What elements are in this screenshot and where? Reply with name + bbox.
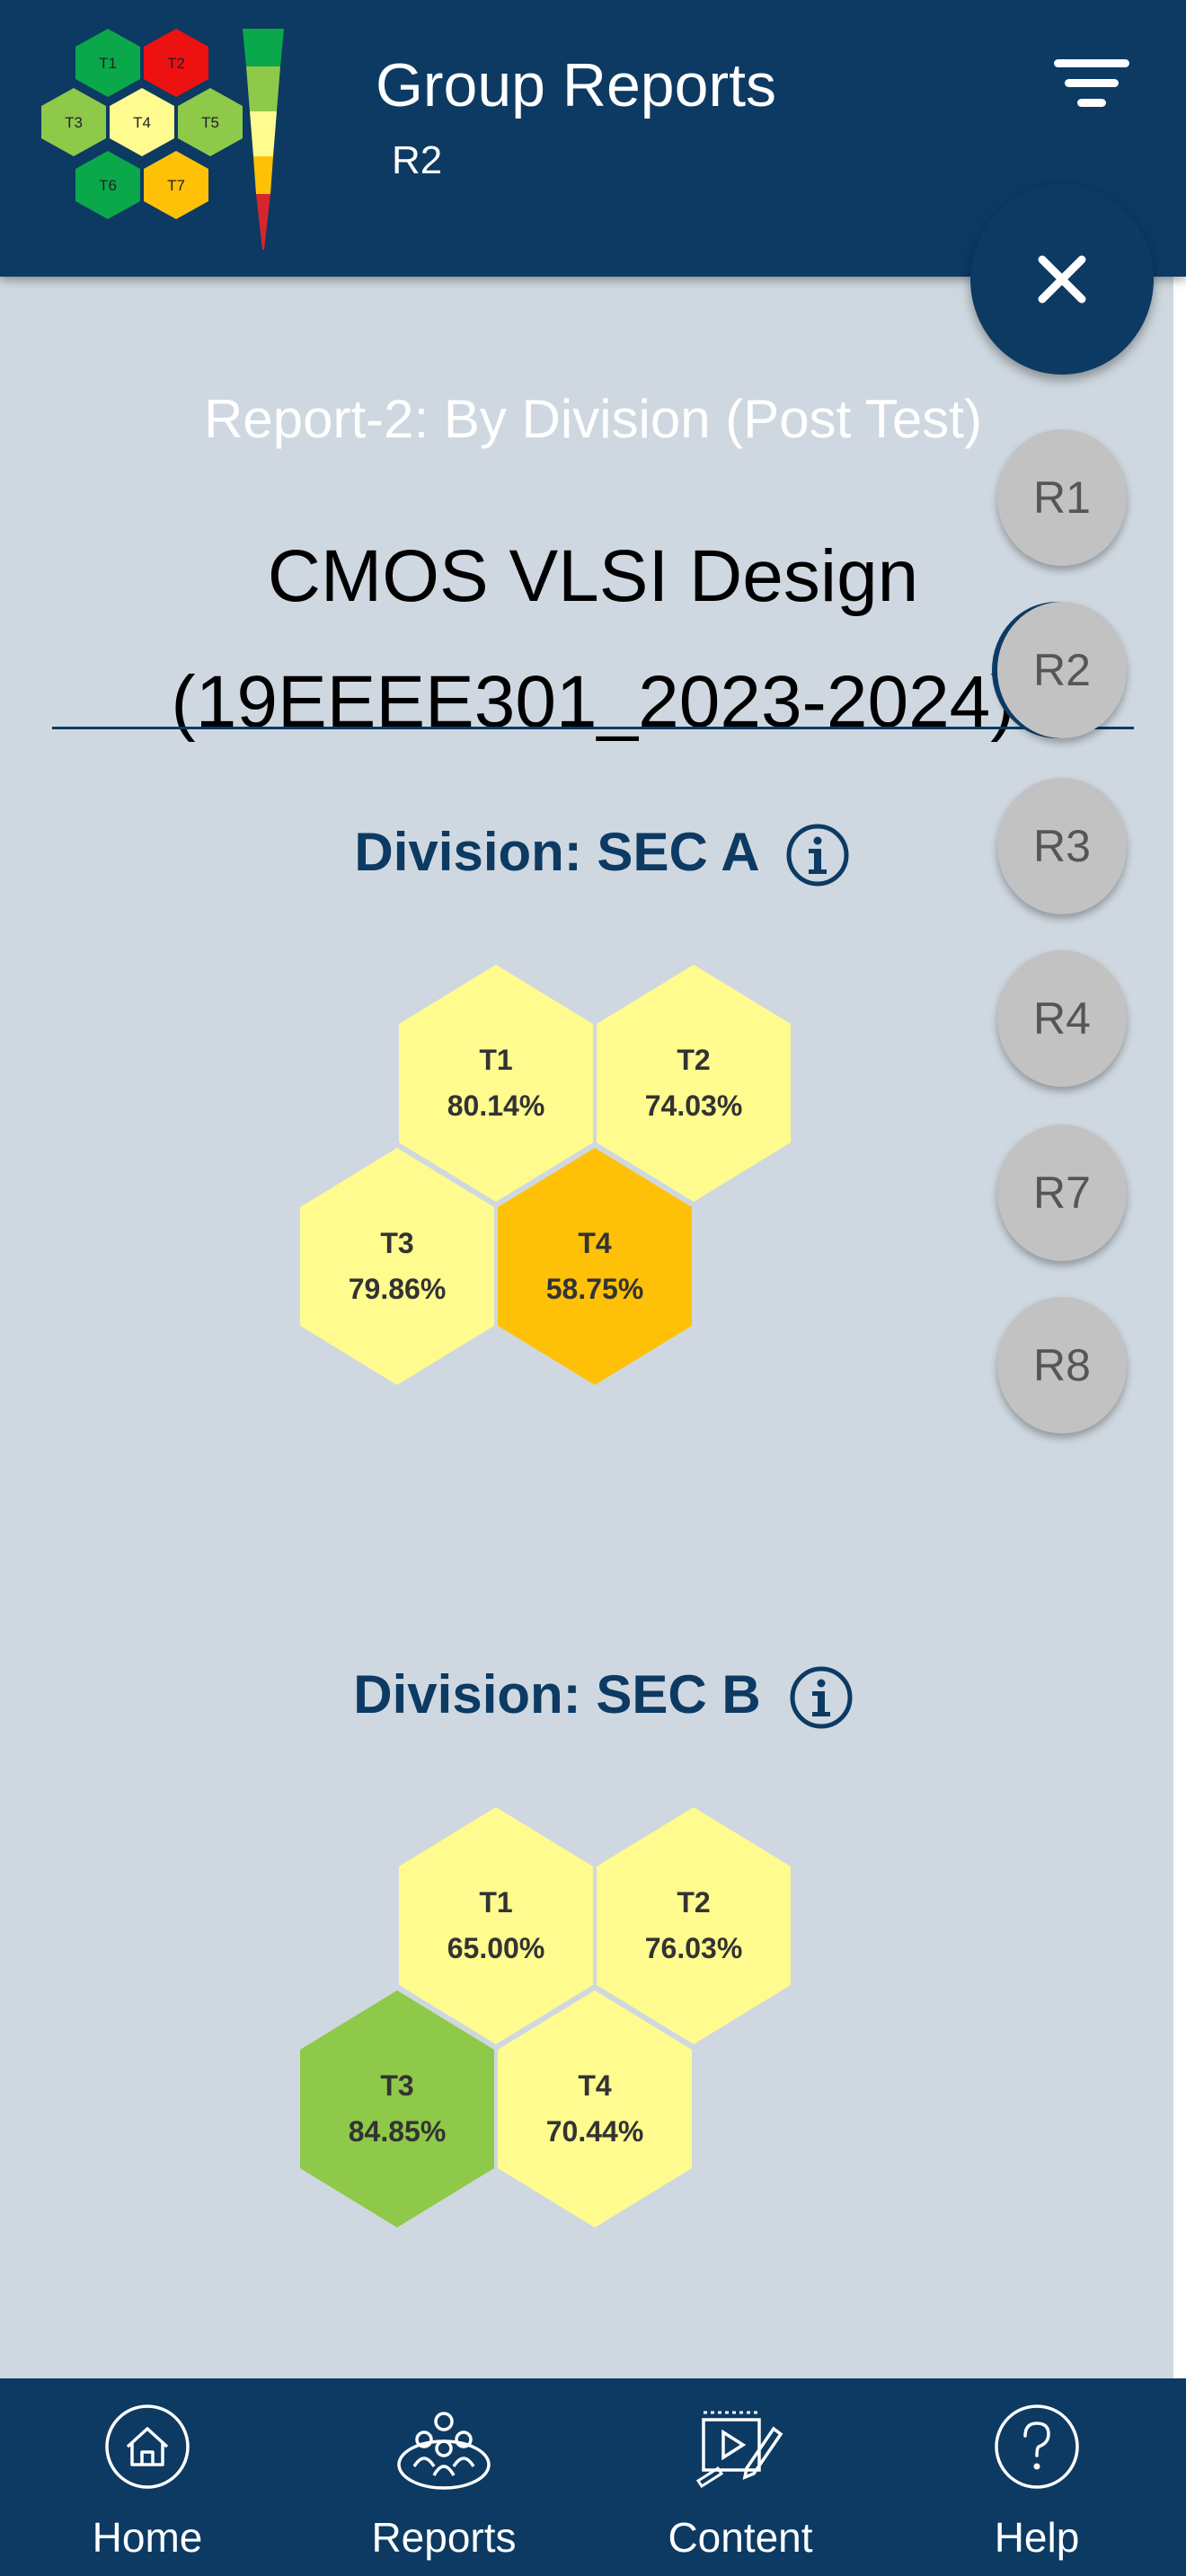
logo-hex-label: T5 (201, 114, 219, 131)
topic-score: 80.14% (447, 1090, 545, 1122)
scrollbar[interactable] (1173, 277, 1186, 2378)
filter-icon[interactable] (1051, 56, 1132, 110)
topic-label: T1 (479, 1044, 513, 1076)
report-button-r1[interactable]: R1 (997, 429, 1127, 566)
division-title: Division: SEC A (354, 822, 760, 882)
topic-tile[interactable]: T4 58.75% (498, 1148, 692, 1385)
logo-hex-label: T4 (133, 114, 151, 131)
home-icon (105, 2404, 190, 2489)
group-icon (397, 2412, 491, 2490)
topic-score: 58.75% (545, 1273, 644, 1305)
topic-label: T3 (380, 1227, 414, 1259)
app-header: T1 T2 T3 T4 T5 T6 T7 Group Reports R2 (0, 0, 1186, 277)
topic-label: T4 (578, 2069, 612, 2102)
info-icon[interactable] (785, 823, 850, 887)
nav-content[interactable]: Content (615, 2378, 866, 2576)
nav-label: Reports (371, 2514, 517, 2561)
nav-label: Home (92, 2514, 203, 2561)
division-title: Division: SEC B (353, 1664, 761, 1725)
nav-reports[interactable]: Reports (318, 2378, 570, 2576)
divider (52, 727, 1134, 729)
topic-score: 74.03% (644, 1090, 743, 1122)
topic-score: 79.86% (348, 1273, 447, 1305)
page-subtitle: R2 (392, 138, 443, 182)
topic-label: T4 (578, 1227, 612, 1259)
page-title: Group Reports (376, 51, 776, 119)
close-icon (1038, 255, 1086, 304)
topic-tile[interactable]: T1 80.14% (399, 965, 593, 1202)
report-button-r4[interactable]: R4 (997, 950, 1127, 1087)
course-name: CMOS VLSI Design (267, 535, 919, 617)
topic-tile[interactable]: T2 74.03% (597, 965, 791, 1202)
logo-hex-label: T3 (65, 114, 83, 131)
topic-tile[interactable]: T3 79.86% (300, 1148, 494, 1385)
topic-tile[interactable]: T2 76.03% (597, 1807, 791, 2044)
close-menu-button[interactable] (970, 184, 1154, 375)
logo-hex-label: T1 (99, 55, 117, 72)
topic-label: T2 (677, 1886, 711, 1919)
report-title: Report-2: By Division (Post Test) (204, 389, 982, 449)
video-edit-icon (695, 2411, 783, 2489)
help-icon (995, 2404, 1079, 2489)
topic-score: 76.03% (644, 1932, 743, 1964)
report-button-r8[interactable]: R8 (997, 1297, 1127, 1434)
topic-tile[interactable]: T1 65.00% (399, 1807, 593, 2044)
topic-label: T1 (479, 1886, 513, 1919)
topic-tile[interactable]: T4 70.44% (498, 1990, 692, 2228)
logo-hex-label: T6 (99, 177, 117, 194)
topic-score: 70.44% (545, 2115, 644, 2148)
topic-tile[interactable]: T3 84.85% (300, 1990, 494, 2228)
report-button-r7[interactable]: R7 (997, 1125, 1127, 1261)
topic-score: 65.00% (447, 1932, 545, 1964)
topic-score: 84.85% (348, 2115, 447, 2148)
logo-hex-label: T2 (167, 55, 185, 72)
report-button-r3[interactable]: R3 (997, 778, 1127, 914)
logo-hex-label: T7 (167, 177, 185, 194)
nav-label: Help (994, 2514, 1080, 2561)
report-button-r2[interactable]: R2 (997, 602, 1127, 738)
nav-home[interactable]: Home (22, 2378, 273, 2576)
nav-help[interactable]: Help (911, 2378, 1163, 2576)
bottom-nav: Home Reports Content Help (0, 2378, 1186, 2576)
topic-label: T2 (677, 1044, 711, 1076)
app-logo: T1 T2 T3 T4 T5 T6 T7 (41, 29, 284, 250)
nav-label: Content (668, 2514, 813, 2561)
topic-label: T3 (380, 2069, 414, 2102)
info-icon[interactable] (789, 1665, 854, 1730)
